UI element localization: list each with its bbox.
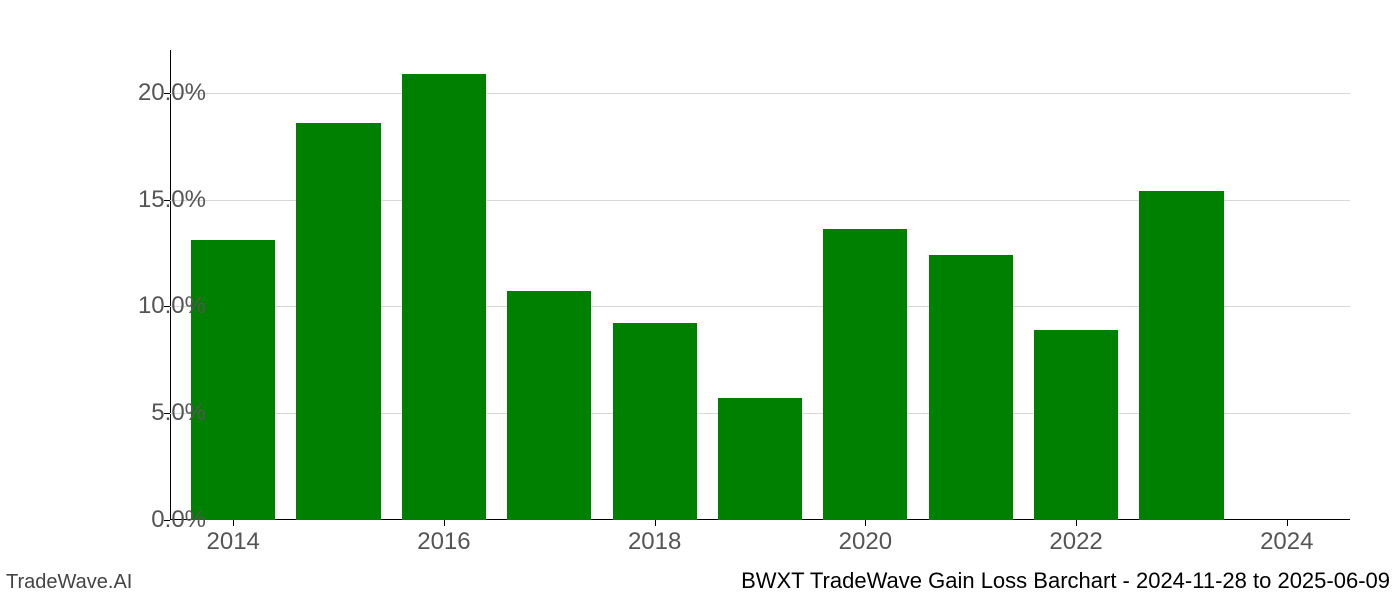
bar bbox=[613, 323, 697, 520]
bar bbox=[1139, 191, 1223, 520]
bar bbox=[718, 398, 802, 520]
y-tick-label: 5.0% bbox=[151, 399, 206, 427]
x-tick-label: 2014 bbox=[207, 528, 260, 556]
y-tick-label: 0.0% bbox=[151, 506, 206, 534]
chart-caption: BWXT TradeWave Gain Loss Barchart - 2024… bbox=[741, 568, 1390, 594]
x-tick-mark bbox=[655, 520, 656, 526]
x-tick-label: 2024 bbox=[1260, 528, 1313, 556]
bar bbox=[1034, 330, 1118, 520]
x-tick-mark bbox=[233, 520, 234, 526]
bar bbox=[929, 255, 1013, 520]
plot-region bbox=[170, 50, 1350, 520]
x-tick-label: 2016 bbox=[417, 528, 470, 556]
x-tick-label: 2018 bbox=[628, 528, 681, 556]
x-tick-label: 2020 bbox=[839, 528, 892, 556]
bar bbox=[191, 240, 275, 520]
x-tick-mark bbox=[865, 520, 866, 526]
y-tick-label: 20.0% bbox=[138, 79, 206, 107]
x-tick-label: 2022 bbox=[1049, 528, 1102, 556]
chart-plot-area bbox=[170, 50, 1350, 520]
x-tick-mark bbox=[1076, 520, 1077, 526]
bar bbox=[507, 291, 591, 520]
x-tick-mark bbox=[1287, 520, 1288, 526]
watermark-left: TradeWave.AI bbox=[6, 571, 132, 594]
gridline bbox=[170, 93, 1350, 94]
y-axis-line bbox=[170, 50, 171, 520]
bar bbox=[296, 123, 380, 520]
x-tick-mark bbox=[444, 520, 445, 526]
y-tick-label: 10.0% bbox=[138, 292, 206, 320]
y-tick-label: 15.0% bbox=[138, 186, 206, 214]
bar bbox=[823, 229, 907, 520]
bar bbox=[402, 74, 486, 521]
